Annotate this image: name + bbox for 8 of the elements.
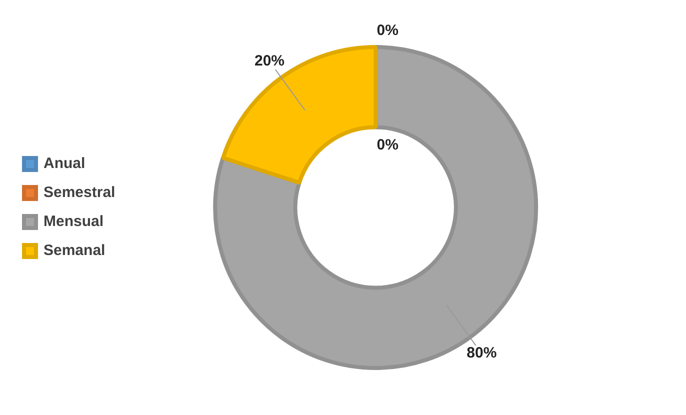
text: 0%: [376, 136, 398, 154]
legend-label: Anual: [44, 155, 86, 172]
legend-label: Semanal: [44, 242, 106, 260]
legend-label: Semestral: [44, 184, 116, 202]
data-label: 20%: [254, 52, 285, 70]
data-label: 80%: [466, 344, 497, 362]
text: 0%: [376, 22, 398, 40]
legend-label: Mensual: [44, 213, 104, 230]
